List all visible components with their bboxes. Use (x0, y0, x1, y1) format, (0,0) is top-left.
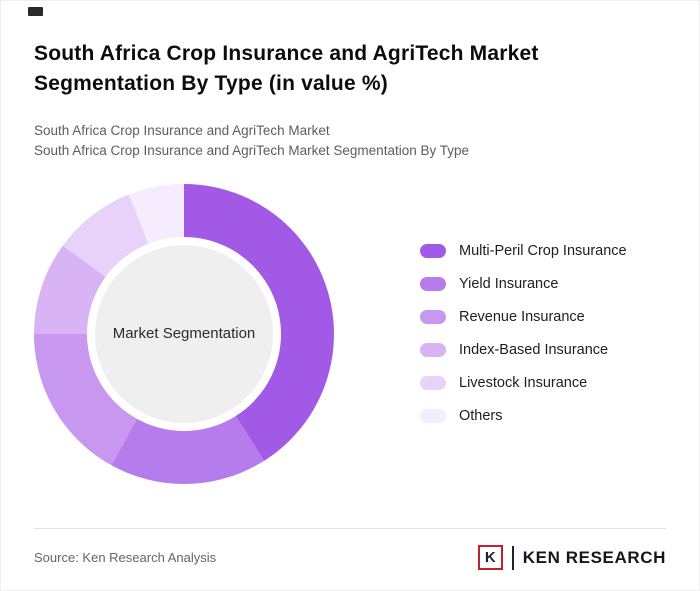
footer: Source: Ken Research Analysis K KEN RESE… (34, 528, 666, 570)
legend-swatch-icon (420, 310, 446, 325)
legend-label: Multi-Peril Crop Insurance (459, 243, 627, 260)
top-left-mark (28, 7, 43, 16)
legend-swatch-icon (420, 244, 446, 259)
legend-label: Revenue Insurance (459, 309, 585, 326)
legend-label: Yield Insurance (459, 276, 559, 293)
legend-label: Index-Based Insurance (459, 342, 609, 359)
legend-swatch-icon (420, 277, 446, 292)
donut-chart: Market Segmentation (34, 183, 334, 484)
legend-item: Yield Insurance (420, 276, 627, 292)
legend-label: Livestock Insurance (459, 375, 588, 392)
legend-label: Others (459, 408, 503, 425)
subtitle-market: South Africa Crop Insurance and AgriTech… (34, 122, 330, 138)
legend-swatch-icon (420, 409, 446, 424)
legend-swatch-icon (420, 376, 446, 391)
donut-center-label: Market Segmentation (95, 244, 273, 423)
ken-research-logo: K KEN RESEARCH (477, 545, 666, 570)
legend-item: Livestock Insurance (420, 375, 627, 391)
logo-separator (511, 545, 514, 570)
source-text: Source: Ken Research Analysis (34, 550, 217, 565)
legend: Multi-Peril Crop Insurance Yield Insuranc… (420, 243, 627, 424)
legend-item: Others (420, 408, 627, 424)
logo-text: KEN RESEARCH (522, 547, 666, 567)
footer-divider (34, 528, 666, 529)
infographic-card: South Africa Crop Insurance and AgriTech… (1, 1, 699, 484)
legend-item: Index-Based Insurance (420, 342, 627, 358)
legend-swatch-icon (420, 343, 446, 358)
logo-k-icon: K (477, 545, 503, 570)
legend-item: Revenue Insurance (420, 309, 627, 325)
page-title: South Africa Crop Insurance and AgriTech… (34, 42, 539, 95)
legend-item: Multi-Peril Crop Insurance (420, 243, 627, 259)
chart-area: Market Segmentation Multi-Peril Crop Ins… (34, 183, 666, 484)
subtitle-segmentation: South Africa Crop Insurance and AgriTech… (34, 142, 469, 158)
